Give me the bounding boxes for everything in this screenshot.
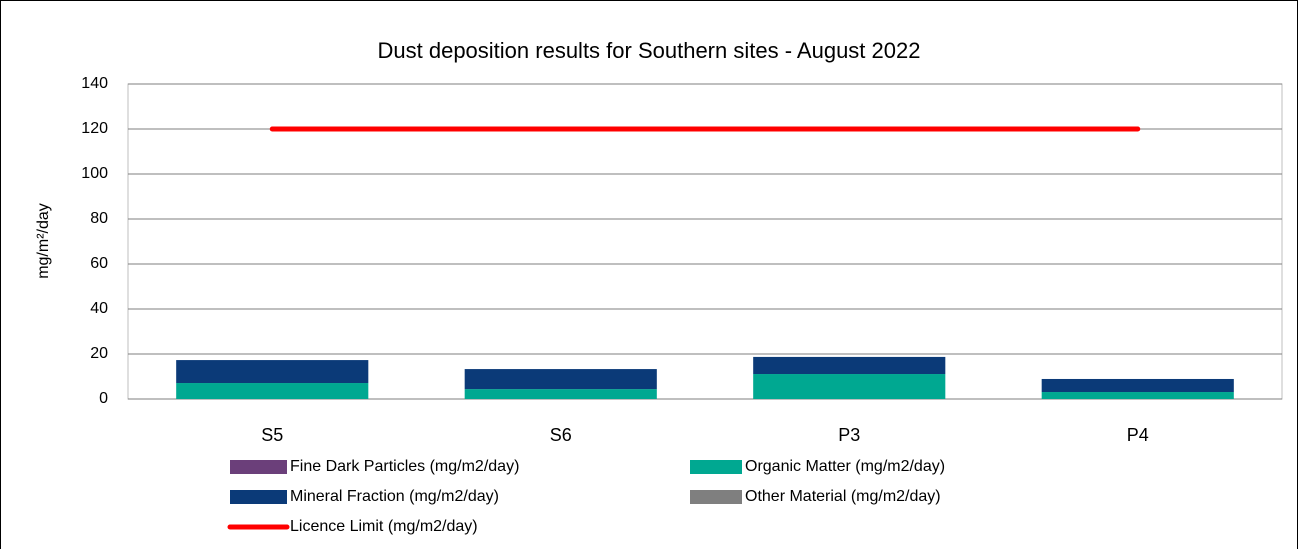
y-tick-label: 60 (90, 255, 108, 272)
bar-segment (176, 360, 369, 384)
y-tick-label: 80 (90, 210, 108, 227)
legend-swatch (690, 460, 742, 474)
bar-segment (753, 374, 946, 399)
bar-segment (1041, 378, 1234, 393)
chart-title: Dust deposition results for Southern sit… (378, 38, 921, 63)
legend-label: Fine Dark Particles (mg/m2/day) (290, 458, 519, 475)
bar-segment (176, 383, 369, 399)
x-tick-label: S5 (261, 425, 283, 445)
bar-segment (753, 356, 946, 375)
y-tick-label: 20 (90, 345, 108, 362)
legend-swatch (690, 490, 742, 504)
legend-label: Licence Limit (mg/m2/day) (290, 518, 478, 535)
y-tick-label: 100 (81, 165, 108, 182)
legend-swatch (230, 490, 287, 504)
bar-segment (464, 369, 657, 390)
legend-label: Organic Matter (mg/m2/day) (745, 458, 945, 475)
bar-segment (464, 389, 657, 399)
y-tick-label: 120 (81, 120, 108, 137)
x-tick-label: P3 (838, 425, 860, 445)
x-tick-label: S6 (550, 425, 572, 445)
y-tick-label: 0 (99, 390, 108, 407)
legend-label: Mineral Fraction (mg/m2/day) (290, 488, 499, 505)
legend-swatch (230, 460, 287, 474)
y-tick-label: 40 (90, 300, 108, 317)
y-tick-label: 140 (81, 75, 108, 92)
y-axis-label: mg/m²/day (35, 203, 52, 279)
legend-label: Other Material (mg/m2/day) (745, 488, 941, 505)
x-tick-label: P4 (1127, 425, 1149, 445)
bar-segment (1041, 392, 1234, 399)
